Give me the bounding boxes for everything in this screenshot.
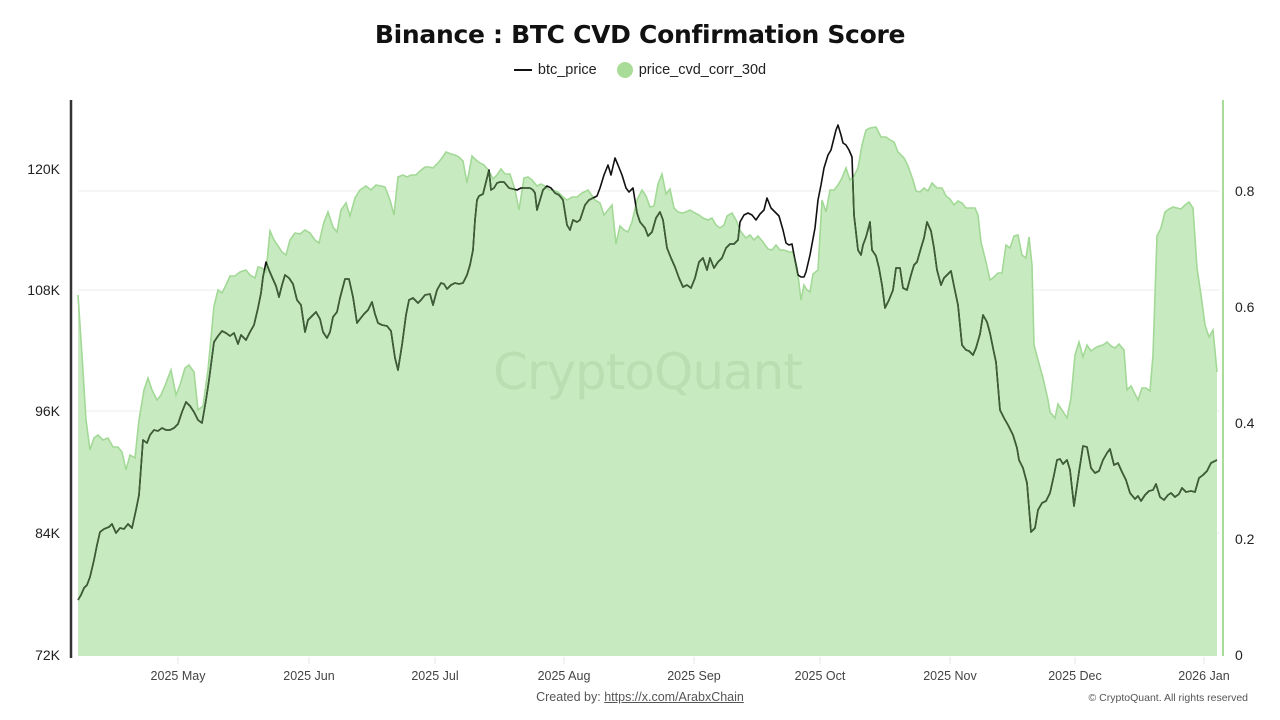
btc-price-line-overlay [78, 127, 1217, 601]
x-axis-ticks: 2025 May 2025 Jun 2025 Jul 2025 Aug 2025 Sep… [151, 657, 1230, 683]
x-axis-tick-label: 2025 Jun [283, 669, 334, 683]
right-axis-tick-label: 0.8 [1235, 183, 1255, 199]
copyright-notice: © CryptoQuant. All rights reserved [1088, 692, 1248, 704]
left-axis-tick-label: 108K [27, 282, 60, 298]
left-axis-ticks: 72K 84K 96K 108K 120K [27, 161, 60, 663]
corr-area-outline [77, 126, 1218, 471]
x-axis-tick-label: 2025 Sep [667, 669, 721, 683]
left-axis-tick-label: 72K [35, 647, 61, 663]
legend-label: price_cvd_corr_30d [638, 62, 767, 78]
x-axis-tick-label: 2025 Jul [411, 669, 458, 683]
chart-legend: btc_price price_cvd_corr_30d [0, 62, 1280, 78]
footer-credit: Created by: https://x.com/ArabxChain [0, 690, 1280, 704]
x-axis-tick-label: 2025 Dec [1048, 669, 1102, 683]
right-axis-tick-label: 0.2 [1235, 531, 1255, 547]
x-axis-tick-label: 2026 Jan [1178, 669, 1229, 683]
created-by-label: Created by: [536, 690, 601, 704]
circle-swatch-icon [616, 62, 633, 78]
right-axis-ticks: 0 0.2 0.4 0.6 0.8 [1235, 183, 1255, 663]
legend-label: btc_price [537, 62, 597, 78]
left-axis-tick-label: 84K [35, 525, 61, 541]
chart-title: Binance : BTC CVD Confirmation Score [374, 20, 906, 49]
line-swatch-icon [513, 69, 532, 71]
right-axis-tick-label: 0.4 [1235, 415, 1255, 431]
left-axis-tick-label: 96K [35, 403, 61, 419]
x-axis-tick-label: 2025 Aug [538, 669, 591, 683]
left-axis-tick-label: 120K [27, 161, 60, 177]
right-axis-tick-label: 0 [1235, 647, 1243, 663]
legend-item-price-cvd-corr[interactable]: price_cvd_corr_30d [616, 62, 767, 78]
x-axis-tick-label: 2025 Nov [923, 669, 977, 683]
legend-item-btc-price[interactable]: btc_price [513, 62, 597, 78]
corr-area-series [78, 127, 1217, 656]
x-axis-tick-label: 2025 Oct [795, 669, 846, 683]
x-axis-tick-label: 2025 May [151, 669, 207, 683]
right-axis-tick-label: 0.6 [1235, 299, 1255, 315]
creator-link[interactable]: https://x.com/ArabxChain [604, 690, 744, 704]
